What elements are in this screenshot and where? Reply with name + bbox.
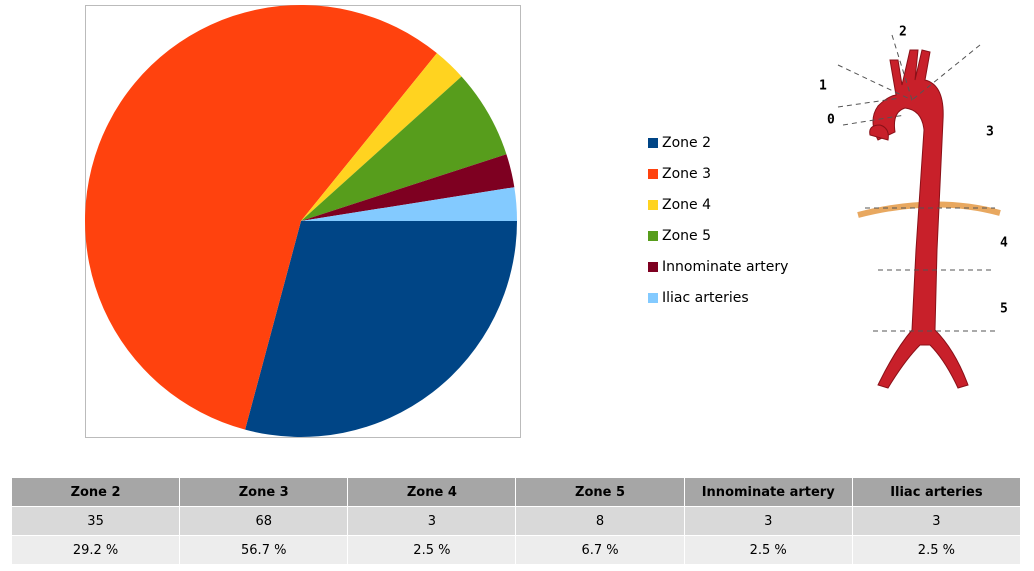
pie xyxy=(84,4,517,437)
legend-swatch xyxy=(648,200,658,210)
count-cell: 8 xyxy=(515,506,685,536)
percent-cell: 56.7 % xyxy=(179,535,349,565)
percent-cell: 2.5 % xyxy=(683,535,853,565)
count-cell: 68 xyxy=(179,506,349,536)
aorta-illustration: 0 1 2 3 4 5 xyxy=(819,25,1008,389)
count-cell: 3 xyxy=(347,506,517,536)
legend-label: Zone 3 xyxy=(662,166,711,182)
pie-slice xyxy=(245,221,517,437)
table-header: Iliac arteries xyxy=(851,477,1022,507)
percent-cell: 2.5 % xyxy=(347,535,517,565)
legend-label: Zone 2 xyxy=(662,135,711,151)
table-header: Zone 3 xyxy=(179,477,349,507)
legend-swatch xyxy=(648,231,658,241)
zone-label: 3 xyxy=(986,125,994,140)
legend-swatch xyxy=(648,293,658,303)
zone-label: 0 xyxy=(827,113,835,128)
pie-slice xyxy=(301,187,517,221)
legend-label: Zone 4 xyxy=(662,197,711,213)
legend-swatch xyxy=(648,262,658,272)
legend-label: Zone 5 xyxy=(662,228,711,244)
pie-slice xyxy=(84,4,437,430)
pie-slice xyxy=(301,76,507,221)
legend-label: Iliac arteries xyxy=(662,290,749,306)
chart: Zone 2 Zone 3 Zone 4 Zone 5 Innominate arter… xyxy=(84,4,1008,438)
table-header: Innominate artery xyxy=(683,477,853,507)
count-cell: 3 xyxy=(851,506,1022,536)
legend-swatch xyxy=(648,169,658,179)
percent-cell: 6.7 % xyxy=(515,535,685,565)
percent-cell: 29.2 % xyxy=(10,535,181,565)
zone-label: 4 xyxy=(1000,236,1008,251)
percent-cell: 2.5 % xyxy=(851,535,1022,565)
zone-label: 5 xyxy=(1000,302,1008,317)
data-table: Zone 2 Zone 3 Zone 4 Zone 5 Innominate arter… xyxy=(10,477,1022,565)
count-cell: 3 xyxy=(683,506,853,536)
table-header: Zone 5 xyxy=(515,477,685,507)
legend-label: Innominate artery xyxy=(662,259,788,275)
pie-slice xyxy=(301,53,462,221)
zone-label: 2 xyxy=(899,25,907,40)
table-header: Zone 4 xyxy=(347,477,517,507)
zone-label: 1 xyxy=(819,79,827,94)
count-cell: 35 xyxy=(10,506,181,536)
table-header: Zone 2 xyxy=(10,477,181,507)
pie-slice xyxy=(301,154,515,221)
legend: Zone 2 Zone 3 Zone 4 Zone 5 Innominate arter… xyxy=(648,135,788,306)
legend-swatch xyxy=(648,138,658,148)
